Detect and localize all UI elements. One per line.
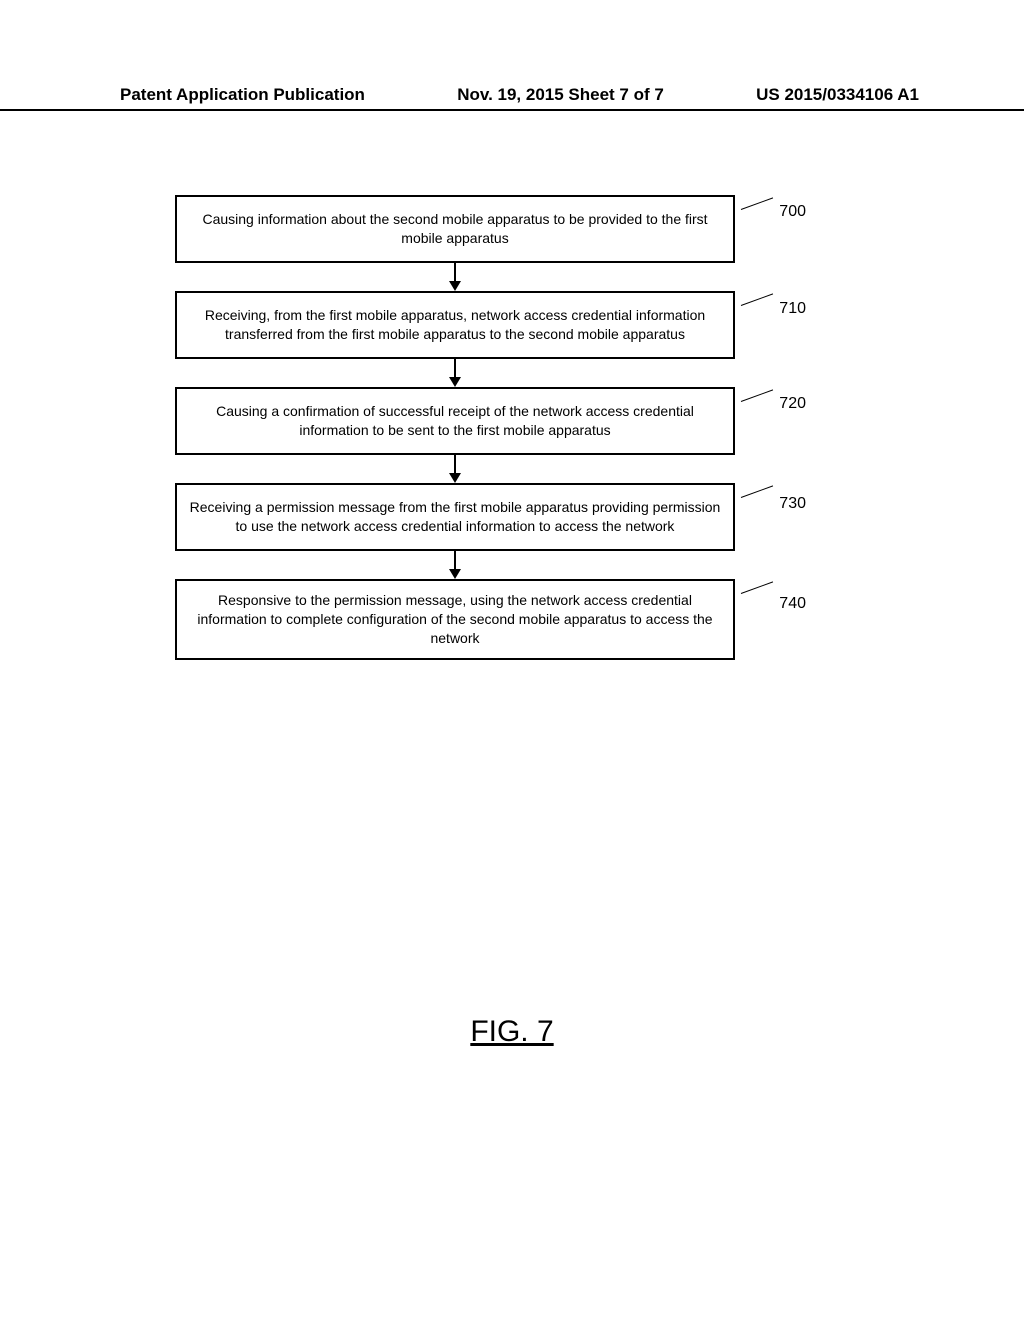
figure-label: FIG. 7: [0, 1015, 1024, 1049]
flow-arrow: [175, 359, 735, 387]
flowchart: Causing information about the second mob…: [175, 195, 735, 660]
ref-label: 700: [779, 203, 806, 221]
flow-arrow: [175, 263, 735, 291]
header-center: Nov. 19, 2015 Sheet 7 of 7: [457, 85, 664, 105]
flow-step: Causing a confirmation of successful rec…: [175, 387, 735, 455]
ref-connector: [741, 197, 773, 210]
flow-step-text: Causing information about the second mob…: [187, 210, 723, 248]
flow-step-text: Causing a confirmation of successful rec…: [187, 402, 723, 440]
flow-step: Responsive to the permission message, us…: [175, 579, 735, 660]
ref-label: 740: [779, 595, 806, 613]
page-header: Patent Application Publication Nov. 19, …: [0, 85, 1024, 111]
ref-connector: [741, 581, 773, 594]
ref-connector: [741, 389, 773, 402]
ref-connector: [741, 485, 773, 498]
flow-arrow: [175, 551, 735, 579]
flow-step: Receiving a permission message from the …: [175, 483, 735, 551]
flow-arrow: [175, 455, 735, 483]
ref-label: 730: [779, 495, 806, 513]
ref-label: 720: [779, 395, 806, 413]
header-left: Patent Application Publication: [120, 85, 365, 105]
flow-step-text: Receiving a permission message from the …: [187, 498, 723, 536]
flow-step-text: Receiving, from the first mobile apparat…: [187, 306, 723, 344]
ref-connector: [741, 293, 773, 306]
header-right: US 2015/0334106 A1: [756, 85, 919, 105]
flow-step: Receiving, from the first mobile apparat…: [175, 291, 735, 359]
flow-step-text: Responsive to the permission message, us…: [187, 591, 723, 648]
ref-label: 710: [779, 300, 806, 318]
flow-step: Causing information about the second mob…: [175, 195, 735, 263]
